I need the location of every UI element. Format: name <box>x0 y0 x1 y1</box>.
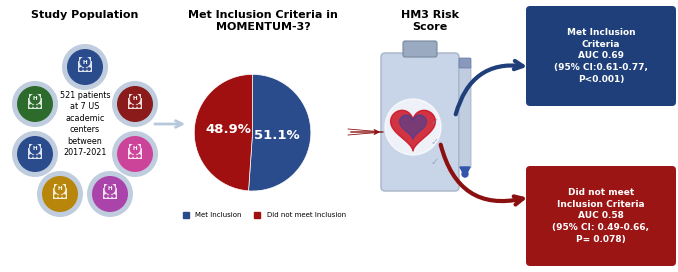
Wedge shape <box>249 74 311 191</box>
FancyBboxPatch shape <box>54 184 66 187</box>
Text: H: H <box>133 147 138 152</box>
Text: ✓: ✓ <box>431 117 439 127</box>
Circle shape <box>84 68 86 70</box>
Circle shape <box>112 131 158 177</box>
FancyBboxPatch shape <box>29 94 41 97</box>
Text: Met Inclusion Criteria in
MOMENTUM-3?: Met Inclusion Criteria in MOMENTUM-3? <box>188 10 338 32</box>
Circle shape <box>59 195 61 197</box>
Text: 51.1%: 51.1% <box>254 129 300 142</box>
Text: H: H <box>33 147 37 152</box>
Text: H: H <box>133 97 138 101</box>
FancyBboxPatch shape <box>129 144 141 147</box>
FancyBboxPatch shape <box>28 97 42 109</box>
FancyBboxPatch shape <box>526 166 676 266</box>
FancyBboxPatch shape <box>129 94 141 97</box>
FancyBboxPatch shape <box>53 187 67 199</box>
Text: Did not meet Inclusion: Did not meet Inclusion <box>267 212 346 218</box>
Text: Met Inclusion
Criteria
AUC 0.69
(95% CI:0.61-0.77,
P<0.001): Met Inclusion Criteria AUC 0.69 (95% CI:… <box>554 28 648 84</box>
FancyBboxPatch shape <box>29 144 41 147</box>
FancyBboxPatch shape <box>103 187 117 199</box>
Circle shape <box>87 68 90 70</box>
Circle shape <box>63 195 65 197</box>
FancyBboxPatch shape <box>128 147 142 159</box>
FancyBboxPatch shape <box>128 97 142 109</box>
FancyBboxPatch shape <box>79 57 91 60</box>
Text: 521 patients
at 7 US
academic
centers
between
2017-2021: 521 patients at 7 US academic centers be… <box>60 91 111 157</box>
Text: Met Inclusion: Met Inclusion <box>195 212 242 218</box>
Text: HM3 Risk
Score: HM3 Risk Score <box>401 10 459 32</box>
Text: 48.9%: 48.9% <box>205 123 251 136</box>
Circle shape <box>80 68 82 70</box>
Text: ✓: ✓ <box>431 157 439 167</box>
Circle shape <box>30 105 32 107</box>
Polygon shape <box>391 110 435 151</box>
FancyBboxPatch shape <box>78 60 92 72</box>
Circle shape <box>105 195 107 197</box>
Circle shape <box>55 184 65 194</box>
Circle shape <box>12 81 58 127</box>
Circle shape <box>38 105 40 107</box>
Circle shape <box>34 155 36 157</box>
Circle shape <box>17 136 53 172</box>
Circle shape <box>134 105 136 107</box>
Polygon shape <box>460 167 470 177</box>
Circle shape <box>117 86 153 122</box>
FancyBboxPatch shape <box>459 58 471 68</box>
Circle shape <box>30 155 32 157</box>
Circle shape <box>112 81 158 127</box>
Circle shape <box>134 155 136 157</box>
FancyBboxPatch shape <box>381 53 459 191</box>
Circle shape <box>462 171 468 177</box>
Circle shape <box>117 136 153 172</box>
Text: ✓: ✓ <box>431 137 439 147</box>
Circle shape <box>92 176 128 212</box>
Circle shape <box>138 105 140 107</box>
Text: Did not meet
Inclusion Criteria
AUC 0.58
(95% CI: 0.49-0.66,
P= 0.078): Did not meet Inclusion Criteria AUC 0.58… <box>553 188 650 244</box>
FancyBboxPatch shape <box>104 184 116 187</box>
Circle shape <box>130 144 140 154</box>
Text: H: H <box>108 187 113 191</box>
Circle shape <box>87 171 133 217</box>
Text: H: H <box>33 97 37 101</box>
Circle shape <box>12 131 58 177</box>
Circle shape <box>113 195 115 197</box>
Text: H: H <box>58 187 62 191</box>
Polygon shape <box>399 115 426 139</box>
Circle shape <box>129 155 132 157</box>
Circle shape <box>30 94 40 104</box>
Text: Study Population: Study Population <box>31 10 139 20</box>
FancyBboxPatch shape <box>459 66 471 168</box>
Circle shape <box>130 94 140 104</box>
Circle shape <box>17 86 53 122</box>
FancyBboxPatch shape <box>526 6 676 106</box>
Wedge shape <box>195 74 253 191</box>
FancyBboxPatch shape <box>28 147 42 159</box>
Circle shape <box>62 44 108 90</box>
Circle shape <box>38 155 40 157</box>
Circle shape <box>30 144 40 154</box>
Text: H: H <box>83 60 87 64</box>
Circle shape <box>129 105 132 107</box>
Circle shape <box>37 171 83 217</box>
Circle shape <box>55 195 57 197</box>
Circle shape <box>67 49 103 85</box>
Circle shape <box>108 195 111 197</box>
FancyBboxPatch shape <box>403 41 437 57</box>
Circle shape <box>80 57 90 67</box>
Circle shape <box>42 176 78 212</box>
Circle shape <box>105 184 115 194</box>
Text: HM3 Risk Score
Performance: HM3 Risk Score Performance <box>540 10 637 32</box>
Circle shape <box>385 99 441 155</box>
Circle shape <box>34 105 36 107</box>
Circle shape <box>138 155 140 157</box>
